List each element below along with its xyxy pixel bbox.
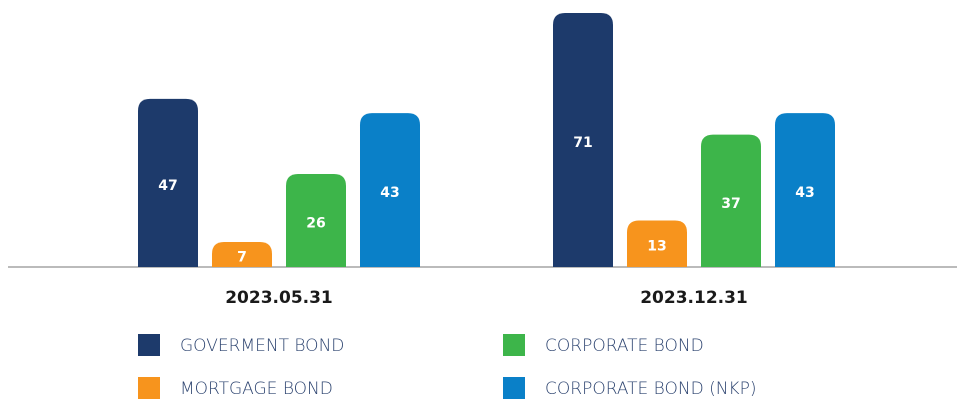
bar	[286, 173, 346, 267]
legend-label: CORPORATE BOND (NKP)	[545, 379, 756, 399]
legend-swatch	[503, 334, 525, 356]
bar	[627, 220, 687, 267]
bar	[701, 134, 761, 267]
data-label: 43	[380, 185, 399, 201]
bar	[775, 113, 835, 268]
legend-swatch	[138, 377, 160, 399]
x-tick-label: 2023.05.31	[225, 288, 333, 308]
data-label: 13	[647, 239, 666, 255]
data-label: 71	[573, 135, 592, 151]
data-label: 26	[306, 215, 325, 231]
data-label: 47	[158, 178, 177, 194]
data-label: 37	[721, 196, 740, 212]
bar	[138, 98, 198, 267]
legend-swatch	[503, 377, 525, 399]
bar	[360, 113, 420, 268]
bar	[212, 241, 272, 267]
bar	[553, 13, 613, 267]
legend-swatch	[138, 334, 160, 356]
legend-label: CORPORATE BOND	[545, 336, 704, 356]
data-label: 7	[237, 249, 247, 265]
x-tick-label: 2023.12.31	[640, 288, 748, 308]
legend-label: GOVERMENT BOND	[180, 336, 344, 356]
legend-label: MORTGAGE BOND	[180, 379, 333, 399]
data-label: 43	[795, 185, 814, 201]
